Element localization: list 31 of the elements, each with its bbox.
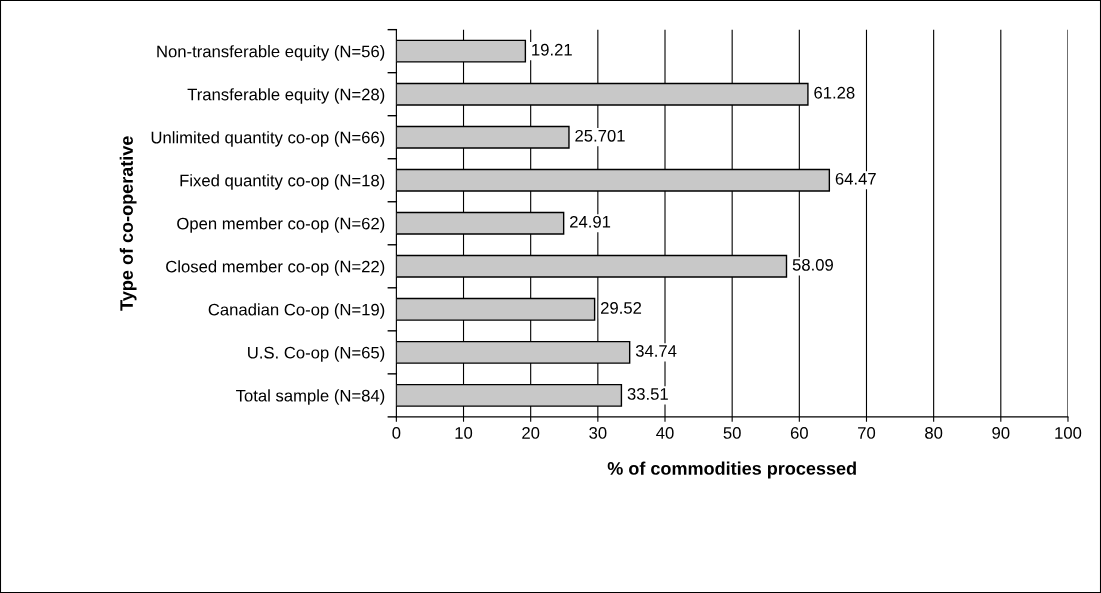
data-label: 64.47 <box>835 172 876 185</box>
data-label: 58.09 <box>792 258 833 271</box>
x-tick-label: 90 <box>992 427 1010 439</box>
y-tick-label: Fixed quantity co-op (N=18) <box>180 174 385 190</box>
y-axis-title: Type of co-operative <box>119 136 137 311</box>
x-tick-label: 20 <box>522 427 540 439</box>
x-tick-label: 80 <box>925 427 943 439</box>
data-label: 61.28 <box>814 86 855 99</box>
data-label: 29.52 <box>601 301 642 314</box>
y-tick-label: Total sample (N=84) <box>236 389 385 405</box>
y-tick-label: Canadian Co-op (N=19) <box>208 303 385 319</box>
x-tick-label: 40 <box>656 427 674 439</box>
x-tick-label: 50 <box>723 427 741 439</box>
y-tick-label: U.S. Co-op (N=65) <box>248 346 385 362</box>
y-tick-label: Transferable equity (N=28) <box>187 88 385 104</box>
y-tick-label: Unlimited quantity co-op (N=66) <box>151 131 385 147</box>
y-tick-label: Non-transferable equity (N=56) <box>157 45 385 61</box>
x-axis-title: % of commodities processed <box>607 461 856 479</box>
data-label: 25.701 <box>575 129 625 142</box>
x-tick-label: 0 <box>392 427 401 439</box>
x-tick-label: 30 <box>589 427 607 439</box>
data-label: 33.51 <box>627 388 668 400</box>
x-tick-label: 60 <box>790 427 808 439</box>
data-label: 34.74 <box>635 345 677 357</box>
x-tick-label: 70 <box>858 427 876 439</box>
data-label: 19.21 <box>532 43 572 56</box>
y-tick-label: Closed member co-op (N=22) <box>166 260 385 276</box>
x-tick-label: 10 <box>455 427 473 439</box>
data-label: 24.91 <box>570 215 611 228</box>
x-tick-label: 100 <box>1055 427 1082 439</box>
y-tick-label: Open member co-op (N=62) <box>177 217 385 233</box>
